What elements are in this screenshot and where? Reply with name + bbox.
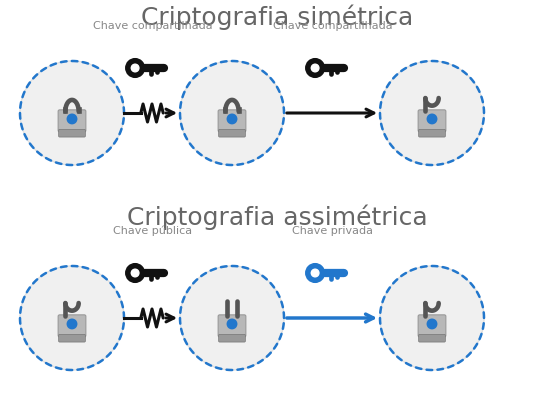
FancyBboxPatch shape <box>59 129 85 137</box>
Circle shape <box>131 269 139 277</box>
Circle shape <box>126 264 145 282</box>
Text: Criptografia simétrica: Criptografia simétrica <box>141 5 413 31</box>
FancyBboxPatch shape <box>58 110 86 132</box>
FancyBboxPatch shape <box>58 315 86 337</box>
FancyBboxPatch shape <box>59 334 85 342</box>
Text: Chave pública: Chave pública <box>114 225 193 236</box>
FancyBboxPatch shape <box>218 110 246 132</box>
Text: Chave compartilhada: Chave compartilhada <box>273 21 393 31</box>
Circle shape <box>380 266 484 370</box>
Circle shape <box>306 264 325 282</box>
Circle shape <box>311 269 319 277</box>
FancyBboxPatch shape <box>419 129 445 137</box>
Circle shape <box>427 114 437 124</box>
Circle shape <box>306 59 325 77</box>
FancyBboxPatch shape <box>419 334 445 342</box>
Circle shape <box>67 114 77 124</box>
Circle shape <box>126 59 145 77</box>
Circle shape <box>20 61 124 165</box>
FancyBboxPatch shape <box>219 334 245 342</box>
Circle shape <box>427 319 437 329</box>
Circle shape <box>180 61 284 165</box>
Circle shape <box>67 319 77 329</box>
FancyBboxPatch shape <box>219 129 245 137</box>
Circle shape <box>131 64 139 72</box>
Circle shape <box>227 114 237 124</box>
Circle shape <box>180 266 284 370</box>
Circle shape <box>380 61 484 165</box>
Circle shape <box>20 266 124 370</box>
Circle shape <box>311 64 319 72</box>
Text: Chave privada: Chave privada <box>293 226 373 236</box>
FancyBboxPatch shape <box>218 315 246 337</box>
Text: Chave compartilhada: Chave compartilhada <box>93 21 213 31</box>
FancyBboxPatch shape <box>418 315 446 337</box>
FancyBboxPatch shape <box>418 110 446 132</box>
Text: Criptografia assimétrica: Criptografia assimétrica <box>127 205 427 230</box>
Circle shape <box>227 319 237 329</box>
